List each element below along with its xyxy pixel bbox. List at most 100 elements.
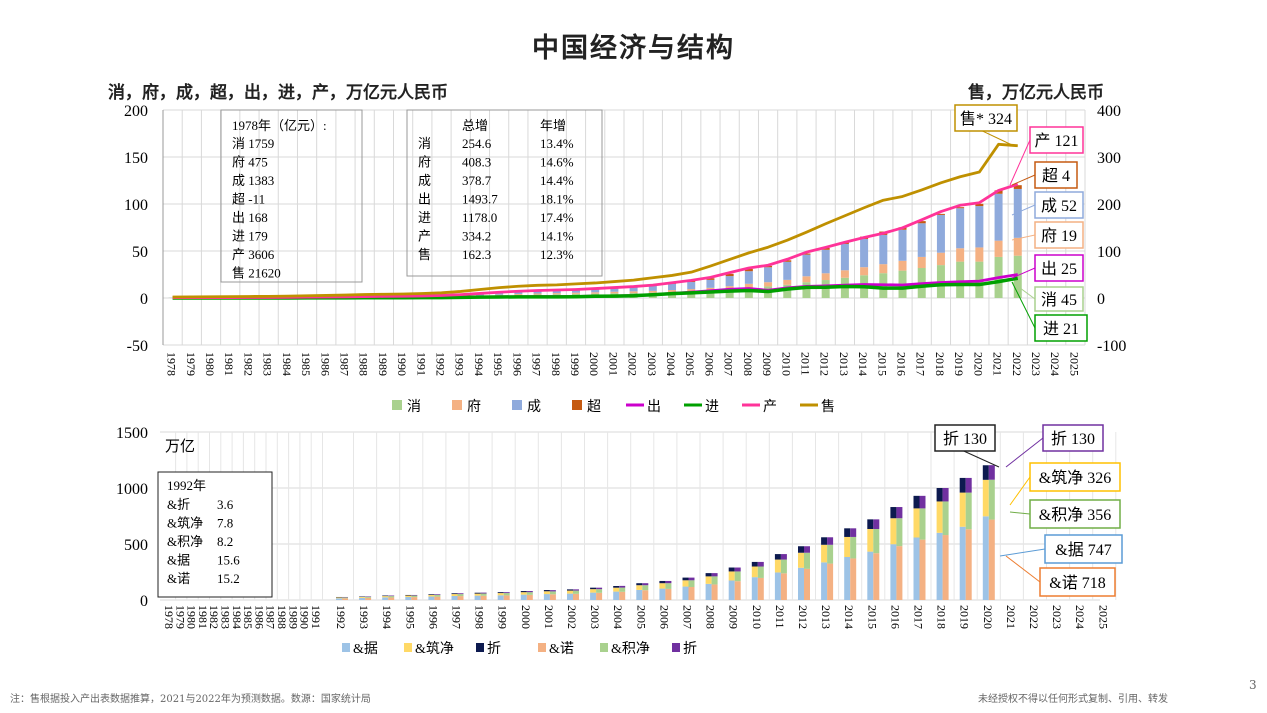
y-tick-label: 150	[124, 150, 148, 167]
legend-swatch	[404, 643, 412, 652]
left-axis-title: 消，府，成，超，出，进，产，万亿元人民币	[108, 83, 448, 103]
x-tick-label: 2003	[588, 605, 602, 629]
x-tick-label: 1989	[376, 352, 390, 376]
x-tick-label: 2024	[1073, 605, 1087, 629]
bar-府-2016	[898, 260, 907, 271]
bar-&筑净-2018	[936, 501, 943, 533]
bar-&筑净-1995	[405, 595, 412, 597]
x-tick-label: 2022	[1027, 605, 1041, 629]
bar-&积净-2008	[711, 576, 718, 585]
bar-折-2002	[573, 589, 579, 591]
bar-折-1994	[388, 595, 395, 597]
bar-府-2008	[744, 283, 753, 288]
bar-&据-2006	[659, 588, 666, 600]
bar-折-2013	[827, 537, 834, 545]
bar-成-2005	[687, 282, 696, 290]
legend-label: 折	[487, 641, 501, 657]
x-tick-label: 2023	[1029, 352, 1043, 376]
bar-成-2011	[802, 254, 811, 277]
x-tick-label: 1978	[162, 605, 176, 629]
bar-折-2007	[688, 577, 695, 581]
bar-折-2002	[567, 589, 573, 591]
bar-府-2005	[687, 289, 696, 292]
y-tick-label: 1500	[116, 425, 148, 442]
callout-leader	[999, 548, 1046, 557]
bar-&积净-2010	[757, 566, 764, 578]
x-tick-label: 2021	[991, 352, 1005, 376]
y-tick-label: 50	[132, 244, 148, 261]
x-tick-label: 2018	[933, 352, 947, 376]
callout-label: 超 4	[1042, 167, 1070, 185]
bar-&筑净-2003	[590, 589, 597, 593]
growth-cell: 府	[418, 155, 431, 170]
x-tick-label: 1996	[510, 352, 524, 376]
bar-超-2022	[1013, 185, 1022, 189]
bar-府-1999	[571, 292, 580, 294]
x-tick-label: 1995	[491, 352, 505, 376]
callout-leader	[1009, 139, 1031, 186]
bar-&据-2002	[567, 593, 573, 600]
growth-header: 年增	[540, 118, 566, 133]
callout-box	[1034, 314, 1088, 342]
x-tick-label: 1999	[496, 605, 510, 629]
x-tick-label: 2015	[875, 352, 889, 376]
x-tick-label: 2024	[1048, 352, 1062, 376]
bar-折-2004	[619, 585, 626, 588]
growth-cell: 14.6%	[540, 155, 574, 170]
growth-cell: 成	[418, 173, 431, 188]
bar-成-2004	[668, 283, 677, 291]
base-box-title: 1992年	[167, 478, 206, 493]
y2-tick-label: 200	[1097, 197, 1121, 214]
callout-box	[1029, 126, 1084, 154]
x-tick-label: 2003	[645, 352, 659, 376]
bar-&积净-2014	[850, 536, 857, 559]
bar-超-2011	[802, 253, 811, 255]
base-box-row: 进 179	[232, 229, 268, 244]
bar-&诺-1996	[434, 596, 441, 600]
bar-折-2014	[844, 528, 851, 537]
x-tick-label: 1988	[275, 605, 289, 629]
callout-label: &筑净 326	[1039, 469, 1111, 487]
x-tick-label: 2019	[952, 352, 966, 376]
bar-成-2003	[648, 285, 657, 291]
callout-leader	[1009, 476, 1031, 506]
legend-swatch-成	[512, 400, 522, 410]
bar-&筑净-1993	[359, 596, 366, 598]
x-tick-label: 1997	[530, 352, 544, 376]
x-tick-label: 1979	[173, 605, 187, 629]
bar-&诺-2015	[873, 553, 880, 600]
bar-府-2018	[936, 252, 945, 266]
callout-box	[1029, 462, 1121, 492]
callout-leader	[1011, 234, 1036, 241]
x-tick-label: 2022	[1010, 352, 1024, 376]
x-tick-label: 1994	[472, 352, 486, 376]
base-box-value: 15.6	[217, 553, 240, 568]
bar-&据-1996	[428, 596, 435, 600]
bar-超-2020	[975, 203, 984, 207]
legend-label: 售	[821, 399, 835, 415]
bar-府-2012	[821, 273, 830, 281]
bar-折-2001	[549, 590, 556, 592]
bar-&积净-2006	[665, 583, 672, 589]
callout-label: &诺 718	[1049, 574, 1105, 592]
callout-leader	[1009, 511, 1031, 515]
bar-府-2015	[879, 264, 888, 274]
bar-府-2010	[783, 279, 792, 285]
bar-折-2016	[896, 507, 903, 519]
x-tick-label: 1979	[184, 352, 198, 376]
growth-cell: 254.6	[462, 136, 492, 151]
y2-tick-label: 300	[1097, 150, 1121, 167]
bar-折-2005	[642, 583, 649, 586]
x-tick-label: 1985	[241, 605, 255, 629]
bar-&积净-2017	[919, 508, 926, 540]
line-产	[172, 182, 1019, 300]
bar-&据-2010	[751, 577, 758, 600]
bar-&据-2004	[613, 591, 620, 600]
x-tick-label: 1995	[403, 605, 417, 629]
bar-折-2007	[682, 577, 689, 581]
bar-&积净-1992	[342, 597, 348, 599]
x-tick-label: 2015	[865, 605, 879, 629]
bar-&据-2019	[959, 526, 966, 600]
legend-swatch	[476, 643, 484, 652]
bar-&筑净-2009	[728, 571, 735, 581]
